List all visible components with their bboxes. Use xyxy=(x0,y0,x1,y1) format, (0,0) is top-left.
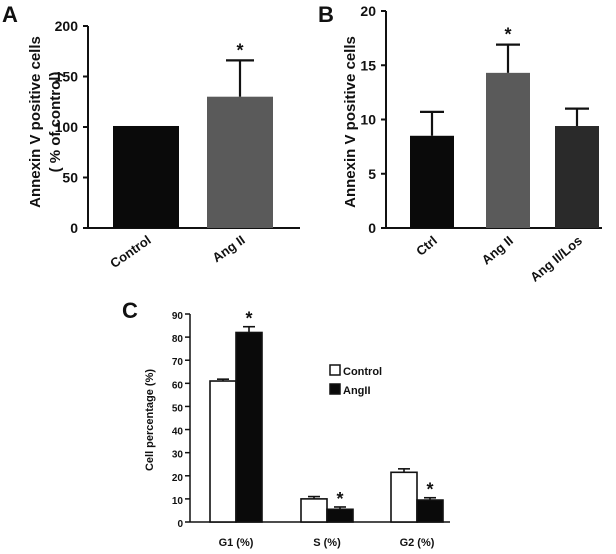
panel-b-significance: * xyxy=(504,25,511,45)
panel-a-ylabel-unit: ( % of control) xyxy=(47,72,64,173)
panel-a-y-tick-label: 100 xyxy=(55,119,79,135)
panel-c-y-tick-label: 60 xyxy=(172,380,184,391)
panel-b-bar xyxy=(486,72,530,228)
panel-label-c: C xyxy=(122,298,138,323)
panel-b-y-tick-label: 0 xyxy=(368,220,376,236)
panel-c-y-tick-label: 40 xyxy=(172,427,184,438)
panel-a-bar xyxy=(207,96,273,228)
panel-c-y-tick-label: 80 xyxy=(172,334,184,345)
panel-a-category-label: Ang II xyxy=(210,232,248,265)
panel-c-bar xyxy=(390,471,418,523)
panel-c-y-tick-label: 70 xyxy=(172,357,184,368)
panel-c-significance: * xyxy=(336,489,343,509)
panel-a-y-tick-label: 150 xyxy=(55,69,79,85)
panel-c-y-tick-label: 0 xyxy=(177,519,183,530)
panel-c-significance: * xyxy=(245,309,252,329)
panel-c-category-label: S (%) xyxy=(313,537,341,549)
panel-c-bar xyxy=(235,331,263,523)
panel-label-b: B xyxy=(318,2,334,27)
panel-b-bar xyxy=(555,126,599,228)
panel-b-y-tick-label: 20 xyxy=(360,3,376,19)
panel-c-category-label: G1 (%) xyxy=(219,537,254,549)
panel-a-bar xyxy=(113,125,179,228)
panel-b-category-label: Ctrl xyxy=(413,233,440,259)
panel-c-bar xyxy=(416,499,444,523)
panel-c-bar xyxy=(326,508,354,523)
panel-b-category-label: Ang II xyxy=(479,233,516,268)
panel-a-ylabel: Annexin V positive cells xyxy=(27,36,44,208)
panel-c-y-tick-label: 90 xyxy=(172,311,184,322)
legend-label: Control xyxy=(343,366,382,378)
panel-c-ylabel: Cell percentage (%) xyxy=(144,369,156,471)
legend-swatch xyxy=(329,383,341,395)
panel-label-a: A xyxy=(2,2,18,27)
panel-c-category-label: G2 (%) xyxy=(400,537,435,549)
chart-panel-c: Cell percentage (%) 0 10 20 30 40 50 60 70 80 90 *… xyxy=(144,309,450,549)
panel-c-y-tick-label: 20 xyxy=(172,473,184,484)
panel-b-bar xyxy=(410,135,454,228)
panel-b-category-label: Ang II/Los xyxy=(527,233,585,285)
panel-b-y-tick-label: 5 xyxy=(368,166,376,182)
panel-c-y-tick-label: 30 xyxy=(172,450,184,461)
panel-c-significance: * xyxy=(426,480,433,500)
panel-c-y-tick-label: 50 xyxy=(172,403,184,414)
panel-a-category-label: Control xyxy=(107,232,153,271)
panel-a-y-tick-label: 200 xyxy=(55,18,79,34)
chart-panel-b: Annexin V positive cells 0 5 10 15 20 Ctrl * An… xyxy=(342,3,602,285)
panel-a-significance: * xyxy=(236,40,243,60)
panel-b-ylabel: Annexin V positive cells xyxy=(342,36,359,208)
panel-b-y-tick-label: 15 xyxy=(360,57,376,73)
panel-b-y-tick-label: 10 xyxy=(360,112,376,128)
legend-swatch xyxy=(329,364,341,376)
panel-c-y-tick-label: 10 xyxy=(172,496,184,507)
panel-a-y-tick-label: 50 xyxy=(62,170,78,186)
panel-c-bar xyxy=(300,498,328,523)
chart-panel-a: Annexin V positive cells ( % of control)… xyxy=(27,18,300,271)
legend-label: AngII xyxy=(343,385,371,397)
panel-a-y-tick-label: 0 xyxy=(70,220,78,236)
panel-c-bar xyxy=(209,380,237,523)
